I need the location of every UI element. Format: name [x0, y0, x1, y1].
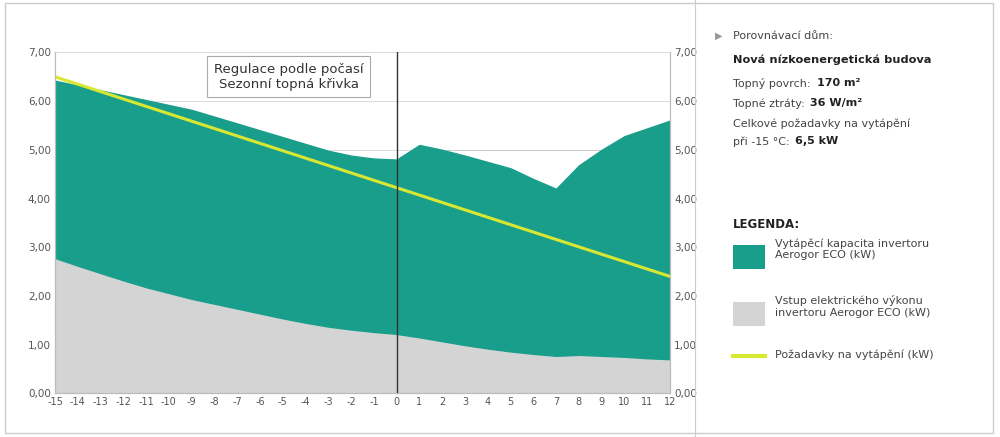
Text: 170 m²: 170 m²	[817, 78, 860, 88]
Text: při -15 °C:: při -15 °C:	[733, 136, 793, 147]
Text: Topné ztráty:: Topné ztráty:	[733, 98, 808, 109]
Text: Požadavky na vytápění (kW): Požadavky na vytápění (kW)	[775, 350, 934, 360]
Text: Nová nízkoenergetická budova: Nová nízkoenergetická budova	[733, 55, 932, 65]
Text: Celkové požadavky na vytápění: Celkové požadavky na vytápění	[733, 119, 910, 129]
Text: 6,5 kW: 6,5 kW	[795, 136, 838, 146]
Text: LEGENDA:: LEGENDA:	[733, 218, 800, 232]
Text: 36 W/m²: 36 W/m²	[810, 98, 862, 108]
Text: Porovnávací dům:: Porovnávací dům:	[733, 31, 833, 41]
Text: Vstup elektrického výkonu
invertoru Aerogor ECO (kW): Vstup elektrického výkonu invertoru Aero…	[775, 295, 930, 318]
Text: Regulace podle počasí
Sezonní topná křivka: Regulace podle počasí Sezonní topná křiv…	[214, 62, 364, 90]
Text: Topný povrch:: Topný povrch:	[733, 78, 814, 89]
Text: ▶: ▶	[715, 31, 722, 41]
Text: Vytápěcí kapacita invertoru
Aerogor ECO (kW): Vytápěcí kapacita invertoru Aerogor ECO …	[775, 238, 929, 260]
